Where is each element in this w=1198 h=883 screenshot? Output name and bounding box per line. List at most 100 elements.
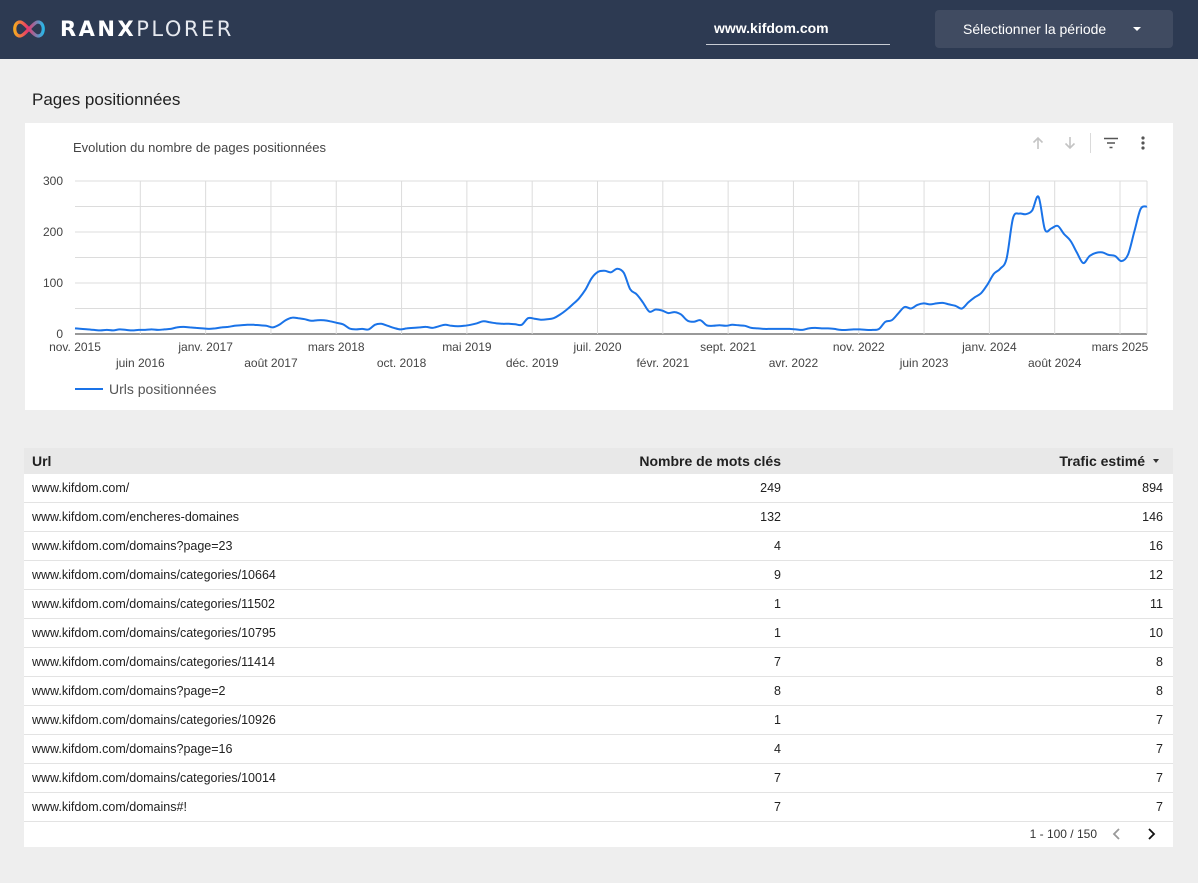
cell-url: www.kifdom.com/domains/categories/11502 xyxy=(32,597,275,611)
chevron-left-icon[interactable] xyxy=(1103,822,1131,846)
cell-traffic: 16 xyxy=(1149,539,1163,553)
period-select-button[interactable]: Sélectionner la période xyxy=(935,10,1173,48)
table-row[interactable]: www.kifdom.com/domains?page=16 4 7 xyxy=(24,735,1173,764)
logo-text: RANXPLORER xyxy=(60,17,234,41)
caret-down-icon xyxy=(1133,27,1141,31)
cell-keywords: 4 xyxy=(774,742,781,756)
y-tick-label: 300 xyxy=(43,174,63,188)
more-vert-icon[interactable] xyxy=(1127,131,1159,155)
table-row[interactable]: www.kifdom.com/domains?page=23 4 16 xyxy=(24,532,1173,561)
data-table: Url Nombre de mots clés Trafic estimé ww… xyxy=(24,448,1173,847)
table-body: www.kifdom.com/249 894 www.kifdom.com/ench… xyxy=(24,474,1173,822)
x-tick-label: août 2017 xyxy=(244,356,298,370)
cell-keywords: 132 xyxy=(760,510,781,524)
legend-swatch xyxy=(75,388,103,390)
x-tick-label: févr. 2021 xyxy=(636,356,689,370)
table-row[interactable]: www.kifdom.com/domains/categories/10795 1… xyxy=(24,619,1173,648)
arrow-up-icon[interactable] xyxy=(1022,131,1054,155)
x-tick-label: mars 2018 xyxy=(308,340,365,354)
cell-url: www.kifdom.com/domains/categories/11414 xyxy=(32,655,275,669)
top-bar: RANXPLORER www.kifdom.com Sélectionner l… xyxy=(0,0,1198,59)
table-row[interactable]: www.kifdom.com/encheres-domaines 132 146 xyxy=(24,503,1173,532)
x-tick-label: janv. 2017 xyxy=(177,340,233,354)
table-header: Url Nombre de mots clés Trafic estimé xyxy=(24,448,1173,474)
cell-keywords: 4 xyxy=(774,539,781,553)
cell-url: www.kifdom.com/domains/categories/10926 xyxy=(32,713,276,727)
y-tick-label: 200 xyxy=(43,225,63,239)
table-row[interactable]: www.kifdom.com/249 894 xyxy=(24,474,1173,503)
cell-url: www.kifdom.com/domains/categories/10795 xyxy=(32,626,276,640)
cell-url: www.kifdom.com/encheres-domaines xyxy=(32,510,240,524)
cell-traffic: 12 xyxy=(1149,568,1163,582)
x-tick-label: juin 2023 xyxy=(899,356,949,370)
period-select-label: Sélectionner la période xyxy=(963,21,1107,37)
x-tick-label: nov. 2015 xyxy=(49,340,101,354)
cell-keywords: 8 xyxy=(774,684,781,698)
series-line-urls-positionnees xyxy=(74,195,1148,332)
x-tick-label: déc. 2019 xyxy=(506,356,559,370)
table-row[interactable]: www.kifdom.com/domains?page=2 8 8 xyxy=(24,677,1173,706)
y-tick-label: 100 xyxy=(43,276,63,290)
cell-traffic: 8 xyxy=(1156,684,1163,698)
cell-keywords: 1 xyxy=(774,626,781,640)
chart-card: nov. 2015 juin 2016 janv. 2017 août 2017 mar… xyxy=(25,123,1173,410)
cell-keywords: 9 xyxy=(774,568,781,582)
x-tick-label: janv. 2024 xyxy=(961,340,1017,354)
section-title: Pages positionnées xyxy=(32,90,181,109)
table-row[interactable]: www.kifdom.com/domains/categories/10926 1… xyxy=(24,706,1173,735)
x-tick-label: juin 2016 xyxy=(115,356,165,370)
column-header-keywords[interactable]: Nombre de mots clés xyxy=(639,453,781,469)
x-tick-label: août 2024 xyxy=(1028,356,1082,370)
cell-traffic: 10 xyxy=(1149,626,1163,640)
cell-url: www.kifdom.com/domains?page=2 xyxy=(32,684,226,698)
cell-traffic: 11 xyxy=(1150,597,1163,611)
column-header-traffic[interactable]: Trafic estimé xyxy=(781,453,1164,469)
table-row[interactable]: www.kifdom.com/domains#! 7 7 xyxy=(24,793,1173,822)
cell-keywords: 249 xyxy=(760,481,781,495)
table-row[interactable]: www.kifdom.com/domains/categories/11502 1… xyxy=(24,590,1173,619)
cell-traffic: 146 xyxy=(1142,510,1163,524)
table-row[interactable]: www.kifdom.com/domains/categories/10014 7… xyxy=(24,764,1173,793)
x-tick-label: mai 2019 xyxy=(442,340,492,354)
cell-keywords: 7 xyxy=(774,771,781,785)
line-chart: nov. 2015 juin 2016 janv. 2017 août 2017 mar… xyxy=(43,174,1149,370)
column-header-url[interactable]: Url xyxy=(32,453,52,469)
cell-url: www.kifdom.com/domains/categories/10664 xyxy=(32,568,276,582)
x-tick-label: sept. 2021 xyxy=(700,340,756,354)
pagination-label: 1 - 100 / 150 xyxy=(1029,827,1097,841)
cell-keywords: 1 xyxy=(774,713,781,727)
cell-keywords: 1 xyxy=(774,597,781,611)
sort-desc-icon xyxy=(1153,459,1159,463)
filter-icon[interactable] xyxy=(1095,131,1127,155)
chart-legend[interactable]: Urls positionnées xyxy=(75,381,216,397)
arrow-down-icon[interactable] xyxy=(1054,131,1086,155)
table-row[interactable]: www.kifdom.com/domains/categories/11414 7… xyxy=(24,648,1173,677)
x-tick-label: avr. 2022 xyxy=(769,356,819,370)
pagination: 1 - 100 / 150 xyxy=(1030,821,1165,847)
legend-label: Urls positionnées xyxy=(109,381,217,397)
domain-input[interactable]: www.kifdom.com xyxy=(706,14,890,45)
cell-url: www.kifdom.com/ xyxy=(32,481,130,495)
cell-traffic: 8 xyxy=(1156,655,1163,669)
cell-traffic: 7 xyxy=(1156,713,1163,727)
cell-url: www.kifdom.com/domains?page=16 xyxy=(32,742,233,756)
x-tick-label: juil. 2020 xyxy=(572,340,621,354)
cell-traffic: 7 xyxy=(1156,771,1163,785)
table-row[interactable]: www.kifdom.com/domains/categories/10664 9… xyxy=(24,561,1173,590)
cell-url: www.kifdom.com/domains?page=23 xyxy=(32,539,233,553)
toolbar-divider xyxy=(1090,133,1091,153)
infinity-icon xyxy=(13,20,45,38)
chart-title: Evolution du nombre de pages positionnée… xyxy=(73,140,326,155)
column-header-traffic-label: Trafic estimé xyxy=(1059,453,1145,469)
x-tick-label: oct. 2018 xyxy=(377,356,427,370)
cell-keywords: 7 xyxy=(774,800,781,814)
y-tick-label: 0 xyxy=(56,327,63,341)
cell-traffic: 7 xyxy=(1156,800,1163,814)
app-logo[interactable]: RANXPLORER xyxy=(10,16,234,42)
x-tick-label: nov. 2022 xyxy=(833,340,885,354)
chevron-right-icon[interactable] xyxy=(1137,822,1165,846)
cell-url: www.kifdom.com/domains/categories/10014 xyxy=(32,771,276,785)
cell-url: www.kifdom.com/domains#! xyxy=(32,800,187,814)
chart-toolbar xyxy=(1022,131,1159,155)
cell-traffic: 7 xyxy=(1156,742,1163,756)
